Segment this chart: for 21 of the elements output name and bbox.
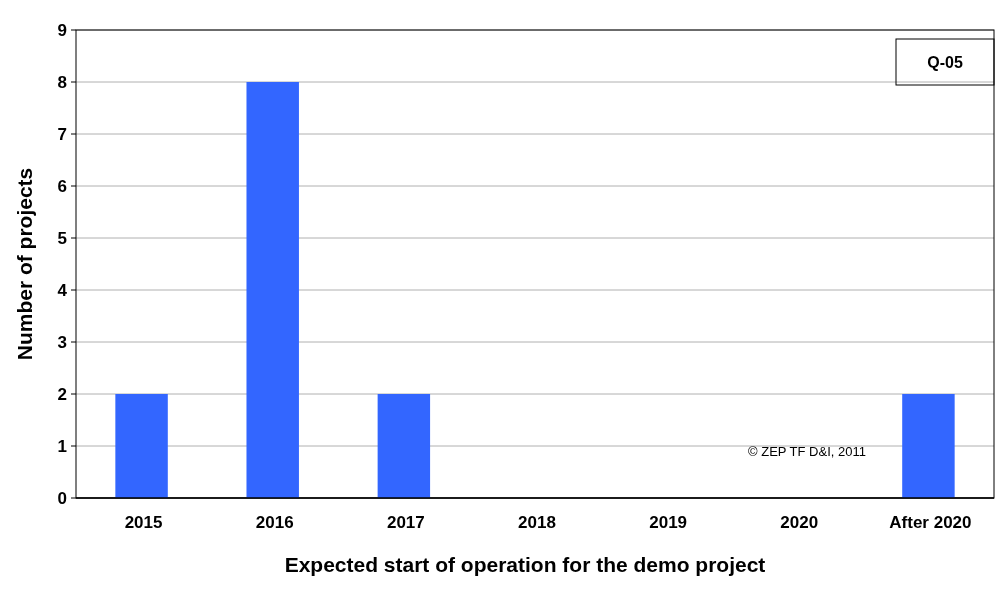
x-tick-label: After 2020 <box>889 513 972 532</box>
x-tick-label: 2015 <box>124 513 163 532</box>
x-tick-label: 2020 <box>780 513 819 532</box>
y-tick-label: 7 <box>57 124 67 144</box>
annotation: © ZEP TF D&I, 2011 <box>748 444 866 460</box>
y-tick-label: 9 <box>57 20 67 40</box>
x-tick-label: 2016 <box>255 513 294 532</box>
x-tick-label: 2019 <box>649 513 688 532</box>
y-tick-label: 3 <box>57 332 67 352</box>
y-tick-label: 0 <box>57 488 67 508</box>
y-tick-label: 6 <box>57 176 67 196</box>
x-tick-label: 2018 <box>518 513 556 532</box>
y-tick-label: 5 <box>57 228 67 248</box>
y-tick-label: 2 <box>57 384 67 404</box>
annotation: Q-05 <box>927 53 963 71</box>
y-axis-title: Number of projects <box>13 167 36 361</box>
x-axis-title: Expected start of operation for the demo project <box>284 553 766 576</box>
y-tick-label: 8 <box>57 72 67 92</box>
y-tick-label: 4 <box>57 280 68 300</box>
y-tick-label: 1 <box>57 436 67 456</box>
x-tick-label: 2017 <box>386 513 425 532</box>
